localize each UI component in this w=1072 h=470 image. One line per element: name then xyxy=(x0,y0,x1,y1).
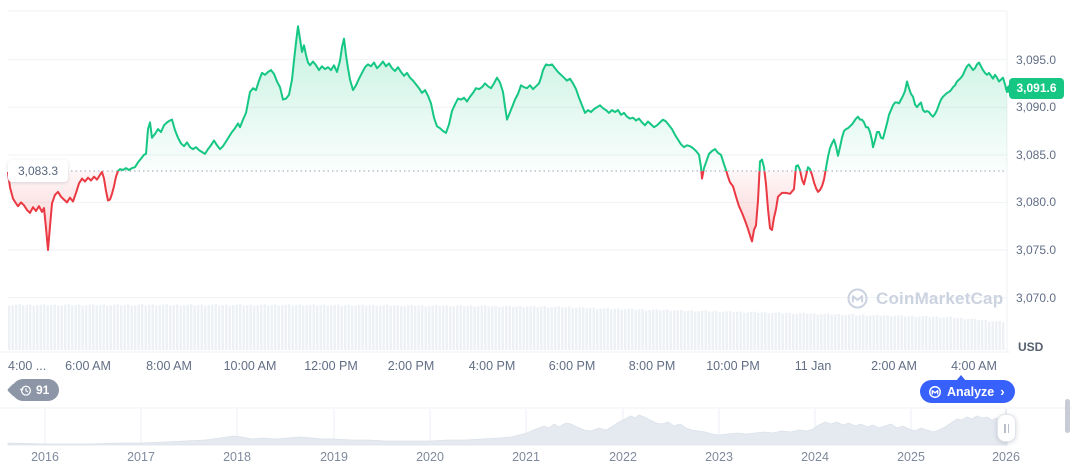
navigator-year-label[interactable]: 2021 xyxy=(512,450,540,464)
x-axis-tick-label: 6:00 PM xyxy=(548,359,596,373)
x-axis-tick-label: 8:00 AM xyxy=(146,359,192,373)
x-axis-tick-label: 11 Jan xyxy=(794,359,832,373)
volume-bars xyxy=(8,304,1005,350)
x-axis-tick-label: 10:00 AM xyxy=(223,359,277,373)
navigator-range-handle[interactable] xyxy=(997,414,1016,442)
handle-grip xyxy=(1004,423,1006,433)
watermark-text: CoinMarketCap xyxy=(876,288,1004,308)
open-price-label: 3,083.3 xyxy=(8,160,69,182)
x-axis-tick-label: 6:00 AM xyxy=(65,359,111,373)
watermark: CoinMarketCap xyxy=(846,287,1003,310)
x-axis-tick-label: 4:00 ... xyxy=(8,359,47,373)
x-axis-tick-label: 2:00 PM xyxy=(387,359,435,373)
current-price-badge: 3,091.6 xyxy=(1009,78,1064,99)
y-axis-tick-label: 3,080.0 xyxy=(1016,195,1057,210)
price-unit-label[interactable]: USD xyxy=(1018,340,1044,354)
navigator-area xyxy=(7,414,1008,446)
x-axis-tick-label: 4:00 PM xyxy=(468,359,516,373)
navigator-year-label[interactable]: 2024 xyxy=(801,450,829,464)
x-axis-tick-label: 2:00 AM xyxy=(871,359,917,373)
navigator-year-label[interactable]: 2020 xyxy=(416,450,444,464)
x-axis-tick-label: 10:00 PM xyxy=(706,359,760,373)
analyze-button-label: Analyze xyxy=(947,384,995,399)
history-count-badge[interactable]: 91 xyxy=(12,379,60,401)
x-axis-tick-label: 8:00 PM xyxy=(628,359,676,373)
analyze-button[interactable]: Analyze › xyxy=(920,375,1015,403)
price-line-up xyxy=(102,25,1008,171)
price-series xyxy=(7,25,1008,251)
y-axis-tick-label: 3,085.0 xyxy=(1016,147,1057,162)
handle-grip xyxy=(1007,423,1009,433)
chevron-right-icon: › xyxy=(1000,384,1005,399)
navigator-year-label[interactable]: 2018 xyxy=(223,450,251,464)
x-axis-tick-label: 12:00 PM xyxy=(304,359,358,373)
navigator-year-label[interactable]: 2026 xyxy=(992,450,1020,464)
y-axis-tick-label: 3,095.0 xyxy=(1016,52,1057,67)
navigator[interactable] xyxy=(0,407,1072,446)
history-count: 91 xyxy=(36,383,50,397)
x-axis-tick-label: 4:00 AM xyxy=(951,359,997,373)
navigator-year-label[interactable]: 2017 xyxy=(127,450,155,464)
y-axis-tick-label: 3,075.0 xyxy=(1016,243,1057,258)
navigator-year-label[interactable]: 2019 xyxy=(320,450,348,464)
navigator-year-label[interactable]: 2025 xyxy=(897,450,925,464)
coinmarketcap-logo-icon xyxy=(847,288,868,309)
y-axis-tick-label: 3,090.0 xyxy=(1016,100,1057,115)
coinmarketcap-logo-icon xyxy=(929,385,941,398)
y-axis-tick-label: 3,070.0 xyxy=(1016,290,1057,305)
vertical-scrollbar-thumb[interactable] xyxy=(1065,399,1070,433)
history-clock-icon xyxy=(19,385,31,396)
navigator-year-label[interactable]: 2022 xyxy=(609,450,637,464)
navigator-year-label[interactable]: 2016 xyxy=(31,450,59,464)
navigator-year-label[interactable]: 2023 xyxy=(705,450,733,464)
